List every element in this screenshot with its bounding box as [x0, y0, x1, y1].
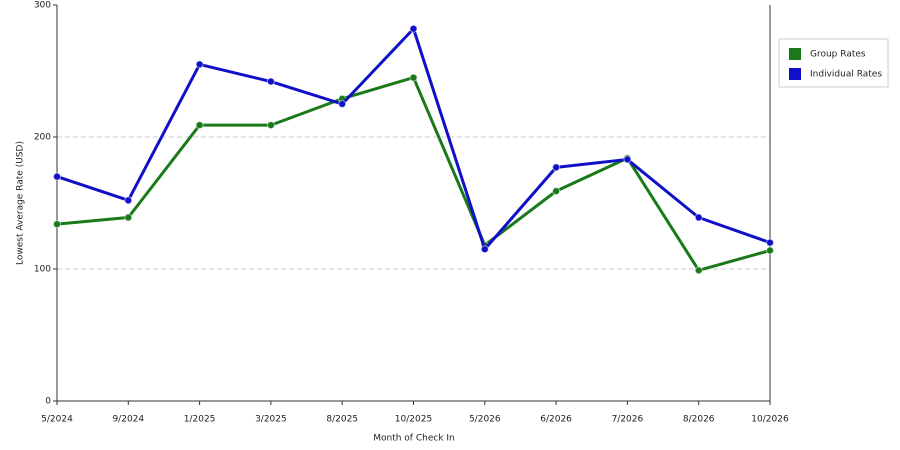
data-point	[195, 60, 204, 69]
data-point	[480, 245, 489, 254]
legend-swatch	[789, 48, 801, 60]
x-tick-label: 10/2026	[751, 415, 789, 425]
data-point	[124, 196, 133, 205]
x-tick-label: 7/2026	[612, 415, 644, 425]
data-point	[409, 73, 418, 82]
x-tick-label: 6/2026	[540, 415, 572, 425]
data-point	[124, 213, 133, 222]
x-tick-label: 5/2026	[469, 415, 501, 425]
data-point	[552, 187, 561, 196]
data-point	[53, 220, 61, 229]
x-tick-label: 5/2024	[41, 415, 73, 425]
data-point	[694, 266, 703, 275]
series-line	[56, 76, 771, 272]
data-point	[338, 100, 347, 108]
data-point	[266, 77, 275, 86]
data-point	[195, 121, 204, 130]
y-tick-label: 200	[34, 133, 51, 143]
legend-label: Individual Rates	[810, 70, 882, 80]
x-tick-label: 1/2025	[184, 415, 216, 425]
data-point	[694, 213, 703, 222]
y-tick-label: 300	[34, 1, 51, 11]
data-point	[266, 121, 275, 130]
data-point	[766, 246, 774, 255]
y-axis-label: Lowest Average Rate (USD)	[16, 141, 26, 265]
x-tick-label: 8/2025	[326, 415, 358, 425]
y-tick-label: 100	[34, 265, 51, 275]
x-tick-label: 9/2024	[112, 415, 144, 425]
x-tick-label: 8/2026	[683, 415, 715, 425]
data-point	[766, 238, 774, 247]
y-tick-label: 0	[45, 397, 51, 407]
x-tick-label: 3/2025	[255, 415, 287, 425]
data-point	[552, 163, 561, 172]
x-axis-label: Month of Check In	[373, 434, 455, 444]
data-point	[409, 24, 418, 33]
data-point	[53, 172, 61, 181]
legend-swatch	[789, 68, 801, 80]
legend-label: Group Rates	[810, 50, 866, 60]
x-tick-label: 10/2025	[395, 415, 432, 425]
data-point	[623, 155, 632, 164]
